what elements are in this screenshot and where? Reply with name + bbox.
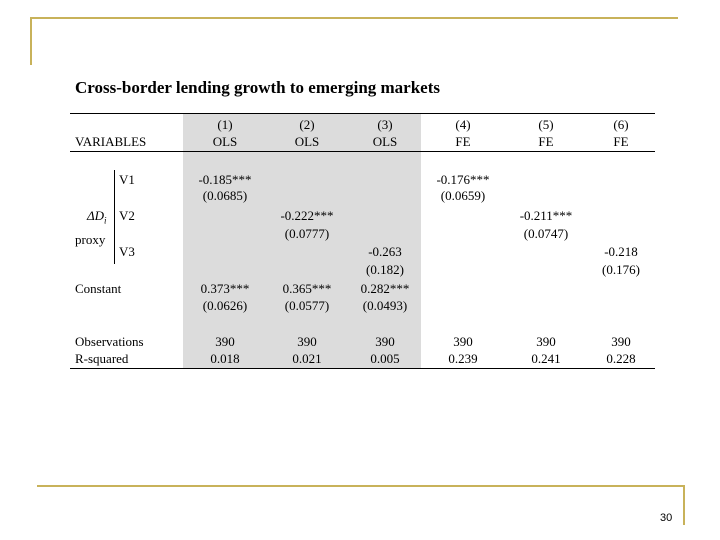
col6-method: FE [613,134,629,149]
constant-se-col2: (0.0577) [284,298,330,313]
row-label-v3: V3 [119,244,135,259]
variables-header: VARIABLES [75,134,147,149]
observations-col2: 390 [297,334,317,349]
rsquared-label: R-squared [75,351,129,366]
col5-number: (5) [538,117,554,132]
se-v2-col2: (0.0777) [284,226,330,241]
rsquared-col2: 0.021 [292,351,322,366]
slide-title: Cross-border lending growth to emerging … [75,78,441,97]
col2-method: OLS [294,134,320,149]
observations-col5: 390 [536,334,556,349]
constant-col2: 0.365*** [282,281,332,296]
row-label-v2: V2 [119,208,135,223]
rsquared-col3: 0.005 [370,351,400,366]
observations-col6: 390 [611,334,631,349]
observations-label: Observations [75,334,144,349]
constant-label: Constant [75,281,122,296]
table-top-rule [70,113,655,114]
coef-v2-col5: -0.211*** [519,208,573,223]
col3-method: OLS [372,134,398,149]
coef-v2-col2: -0.222*** [280,208,334,223]
col1-number: (1) [217,117,233,132]
regression-table: VARIABLES (1) OLS (2) OLS (3) OLS (4) FE… [70,113,655,369]
proxy-bracket-line [114,170,115,264]
frame-top-line [30,17,678,19]
rsquared-col6: 0.228 [606,351,636,366]
rsquared-col1: 0.018 [210,351,240,366]
page-number: 30 [660,512,673,524]
col3-number: (3) [377,117,393,132]
se-v3-col6: (0.176) [602,262,640,277]
observations-col1: 390 [215,334,235,349]
observations-col3: 390 [375,334,395,349]
row-label-v1: V1 [119,172,135,187]
proxy-label: proxy [75,232,106,247]
col6-number: (6) [613,117,629,132]
col4-number: (4) [455,117,471,132]
frame-left-line [30,17,32,65]
col5-method: FE [538,134,554,149]
rsquared-col5: 0.241 [531,351,561,366]
constant-col3: 0.282*** [360,281,410,296]
se-v1-col4: (0.0659) [440,188,486,203]
se-v2-col5: (0.0747) [523,226,569,241]
se-v1-col1: (0.0685) [202,188,248,203]
coef-v3-col6: -0.218 [604,244,638,259]
se-v3-col3: (0.182) [366,262,404,277]
col2-number: (2) [299,117,315,132]
ols-shaded-region [183,113,421,369]
constant-se-col3: (0.0493) [362,298,408,313]
coef-v1-col4: -0.176*** [436,172,490,187]
coef-v1-col1: -0.185*** [198,172,252,187]
frame-right-line [683,485,685,525]
frame-bottom-line [37,485,685,487]
table-bottom-rule [70,368,655,369]
coef-v3-col3: -0.263 [368,244,402,259]
observations-col4: 390 [453,334,473,349]
delta-d-label: ΔDi [87,208,107,226]
constant-col1: 0.373*** [200,281,250,296]
col4-method: FE [455,134,471,149]
constant-se-col1: (0.0626) [202,298,248,313]
table-header-rule [70,151,655,152]
rsquared-col4: 0.239 [448,351,478,366]
col1-method: OLS [212,134,238,149]
